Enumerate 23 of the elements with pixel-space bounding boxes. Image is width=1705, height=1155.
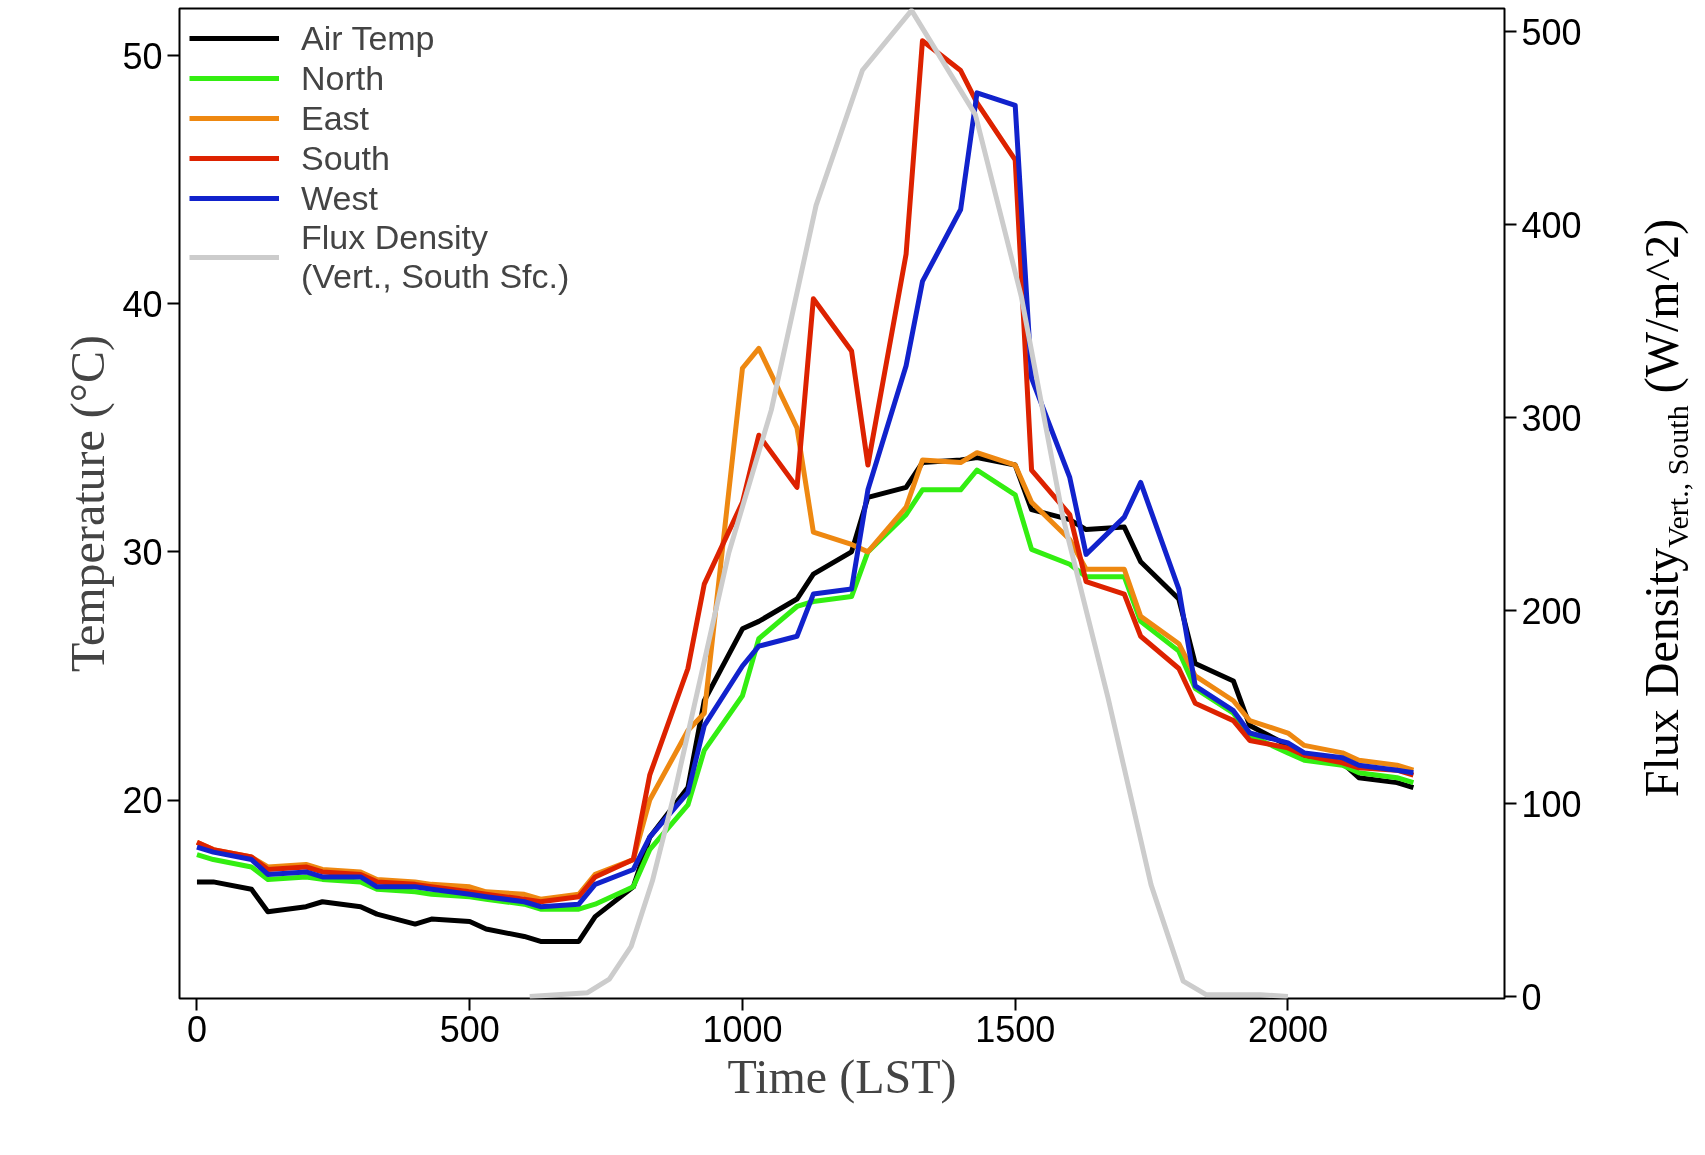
x-tick-label: 1500 bbox=[975, 1008, 1056, 1050]
y2-tick-label: 0 bbox=[1521, 976, 1542, 1018]
legend-label: West bbox=[301, 178, 378, 218]
y-tick-label: 40 bbox=[122, 283, 163, 325]
x-axis-title: Time (LST) bbox=[727, 1049, 957, 1104]
legend-label: East bbox=[301, 98, 370, 138]
y2-tick-label: 200 bbox=[1521, 590, 1582, 632]
y2-tick-label: 300 bbox=[1521, 397, 1582, 439]
y2-tick-label: 500 bbox=[1521, 11, 1582, 53]
y-tick-label: 50 bbox=[122, 35, 163, 77]
x-tick-label: 0 bbox=[186, 1008, 207, 1050]
legend-label: Air Temp bbox=[301, 18, 435, 58]
x-tick-label: 500 bbox=[439, 1008, 500, 1050]
y-axis-title: Temperature (°C) bbox=[61, 334, 116, 672]
y2-tick-label: 100 bbox=[1521, 783, 1582, 825]
x-tick-label: 1000 bbox=[702, 1008, 783, 1050]
legend-label: Flux Density (Vert., South Sfc.) bbox=[301, 218, 570, 296]
y-tick-label: 20 bbox=[122, 780, 163, 821]
y2-tick-label: 400 bbox=[1521, 204, 1582, 246]
legend-label: South bbox=[301, 138, 390, 178]
x-tick-label: 2000 bbox=[1247, 1008, 1328, 1050]
y-tick-label: 30 bbox=[122, 531, 163, 573]
legend-label: North bbox=[301, 58, 385, 98]
